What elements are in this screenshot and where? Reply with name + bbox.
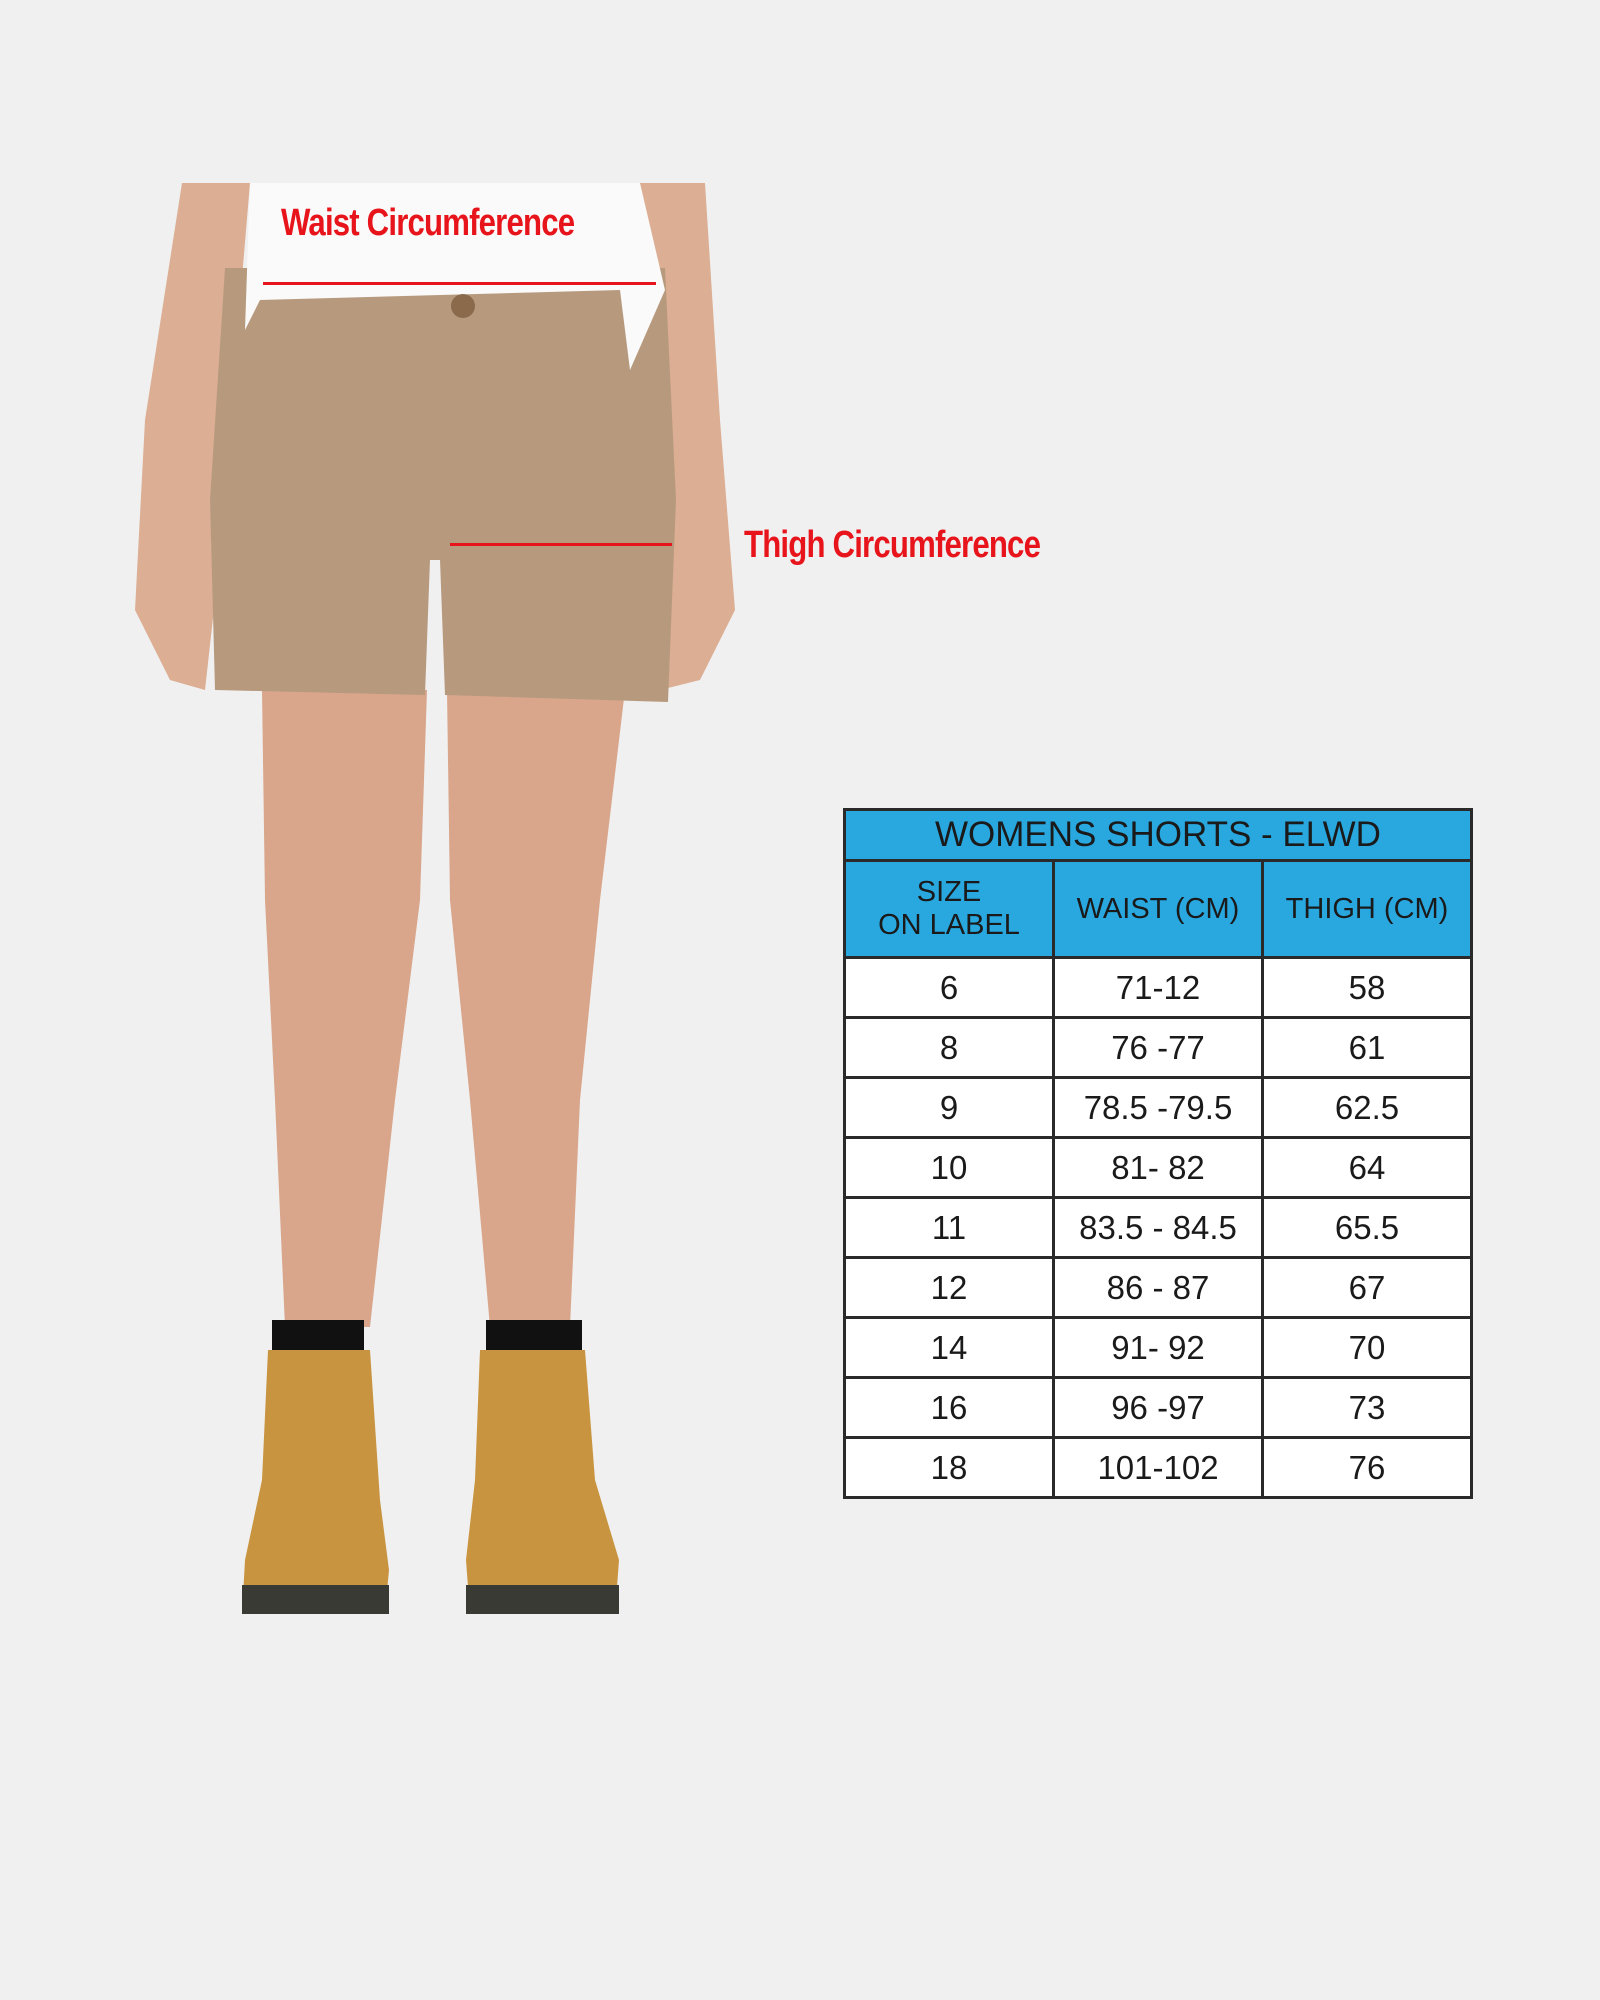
size-cell: 8 xyxy=(843,1016,1055,1079)
size-cell: 6 xyxy=(843,956,1055,1019)
table-row: 6 71-12 58 xyxy=(843,956,1473,1019)
thigh-cell: 65.5 xyxy=(1261,1196,1473,1259)
table-row: 18 101-102 76 xyxy=(843,1436,1473,1499)
table-row: 14 91- 92 70 xyxy=(843,1316,1473,1379)
waist-cell: 81- 82 xyxy=(1052,1136,1264,1199)
thigh-cell: 61 xyxy=(1261,1016,1473,1079)
table-row: 11 83.5 - 84.5 65.5 xyxy=(843,1196,1473,1259)
table-title: WOMENS SHORTS - ELWD xyxy=(843,808,1473,862)
thigh-cell: 62.5 xyxy=(1261,1076,1473,1139)
header-waist: WAIST (CM) xyxy=(1052,859,1264,959)
table-row: 10 81- 82 64 xyxy=(843,1136,1473,1199)
thigh-label: Thigh Circumference xyxy=(744,524,1041,566)
table-row: 8 76 -77 61 xyxy=(843,1016,1473,1079)
size-cell: 18 xyxy=(843,1436,1055,1499)
size-cell: 10 xyxy=(843,1136,1055,1199)
size-cell: 14 xyxy=(843,1316,1055,1379)
waist-cell: 96 -97 xyxy=(1052,1376,1264,1439)
left-arm xyxy=(135,183,250,690)
size-cell: 12 xyxy=(843,1256,1055,1319)
left-boot-sole xyxy=(242,1585,389,1614)
right-boot-sole xyxy=(466,1585,619,1614)
waist-label: Waist Circumference xyxy=(281,202,575,244)
header-size-line2: ON LABEL xyxy=(878,909,1020,941)
header-size: SIZE ON LABEL xyxy=(843,859,1055,959)
waist-cell: 83.5 - 84.5 xyxy=(1052,1196,1264,1259)
left-boot xyxy=(242,1350,389,1614)
shirt xyxy=(245,183,665,370)
thigh-cell: 70 xyxy=(1261,1316,1473,1379)
thigh-cell: 64 xyxy=(1261,1136,1473,1199)
size-chart-table: WOMENS SHORTS - ELWD SIZE ON LABEL WAIST … xyxy=(843,808,1473,1499)
waist-cell: 71-12 xyxy=(1052,956,1264,1019)
thigh-cell: 73 xyxy=(1261,1376,1473,1439)
right-boot xyxy=(466,1350,619,1614)
left-leg xyxy=(262,690,427,1327)
waist-cell: 86 - 87 xyxy=(1052,1256,1264,1319)
table-row: 16 96 -97 73 xyxy=(843,1376,1473,1439)
waist-cell: 91- 92 xyxy=(1052,1316,1264,1379)
header-size-line1: SIZE xyxy=(916,876,982,908)
thigh-cell: 76 xyxy=(1261,1436,1473,1499)
waist-cell: 101-102 xyxy=(1052,1436,1264,1499)
waist-cell: 78.5 -79.5 xyxy=(1052,1076,1264,1139)
table-row: 12 86 - 87 67 xyxy=(843,1256,1473,1319)
size-cell: 16 xyxy=(843,1376,1055,1439)
thigh-cell: 67 xyxy=(1261,1256,1473,1319)
header-thigh: THIGH (CM) xyxy=(1261,859,1473,959)
table-row: 9 78.5 -79.5 62.5 xyxy=(843,1076,1473,1139)
waist-cell: 76 -77 xyxy=(1052,1016,1264,1079)
waist-line xyxy=(263,282,656,285)
shorts xyxy=(210,268,676,702)
size-cell: 11 xyxy=(843,1196,1055,1259)
button xyxy=(451,294,475,318)
thigh-line xyxy=(450,543,672,546)
size-cell: 9 xyxy=(843,1076,1055,1139)
thigh-cell: 58 xyxy=(1261,956,1473,1019)
right-leg xyxy=(447,690,625,1327)
